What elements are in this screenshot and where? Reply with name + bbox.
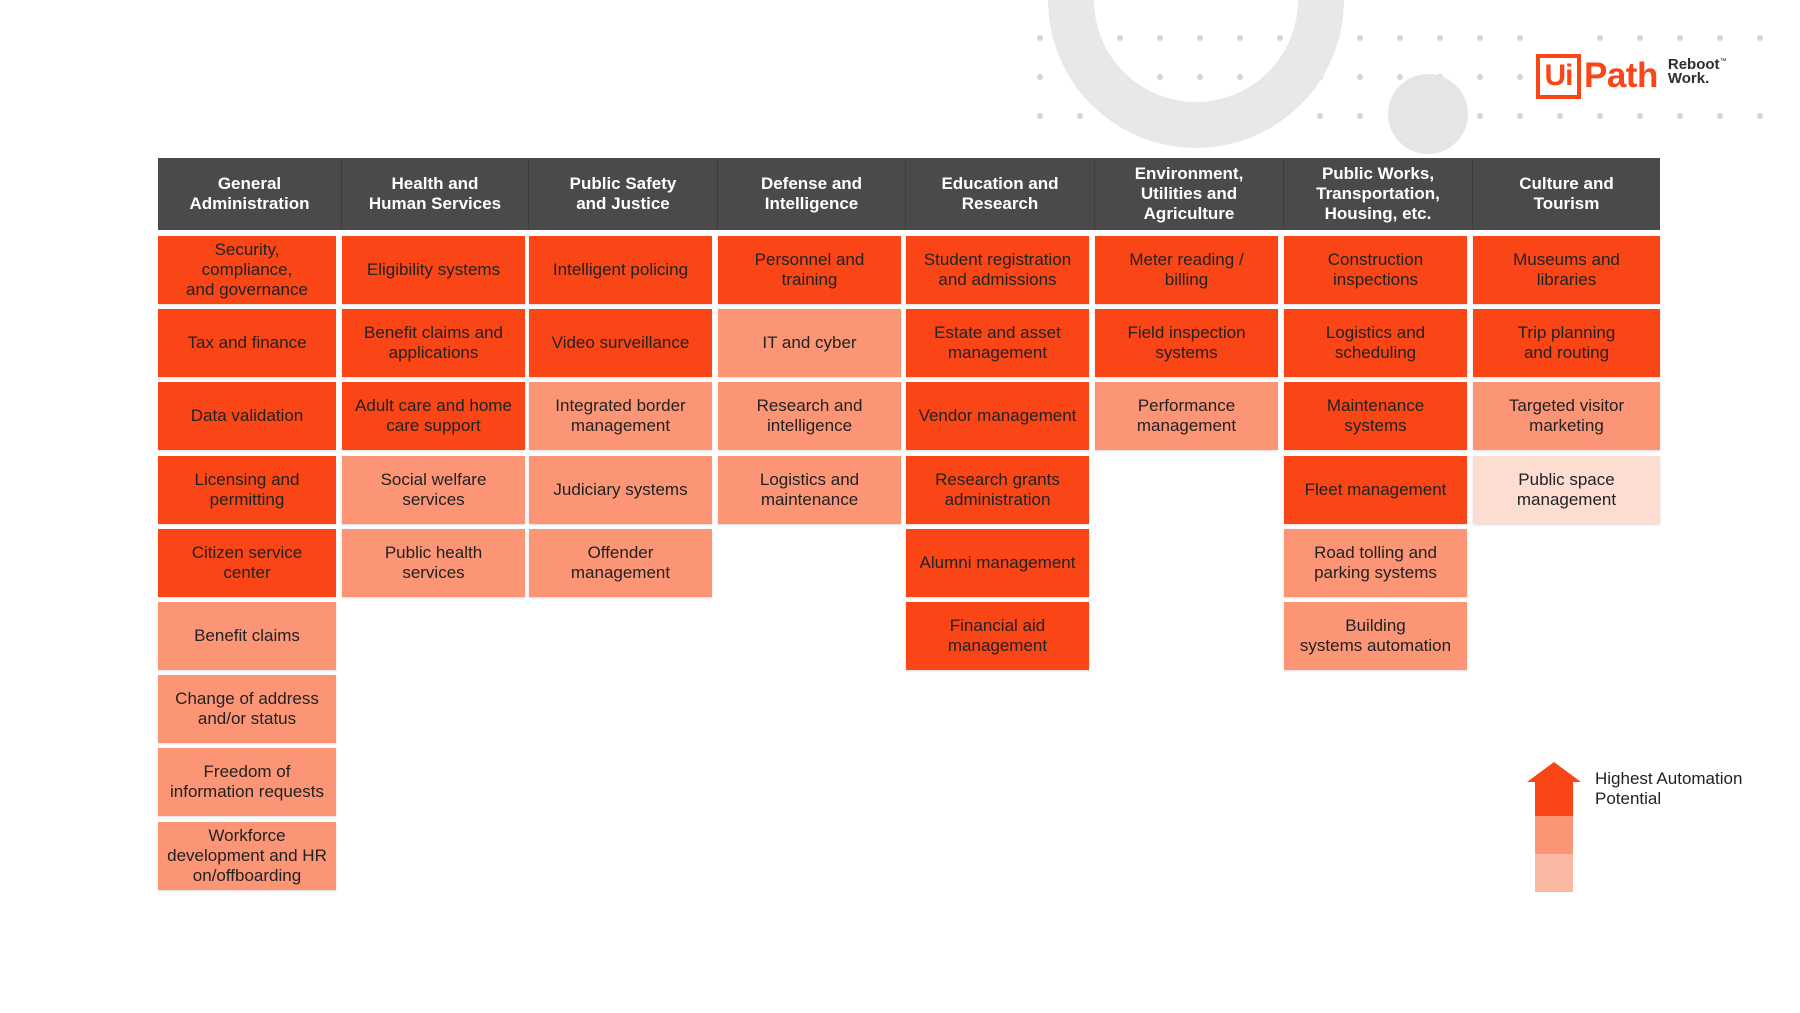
process-cell: Eligibility systems bbox=[342, 236, 525, 304]
process-cell: Licensing and permitting bbox=[158, 456, 336, 524]
process-cell: Construction inspections bbox=[1284, 236, 1467, 304]
column-header: Education and Research bbox=[906, 158, 1095, 230]
process-cell: Personnel and training bbox=[718, 236, 901, 304]
process-cell: IT and cyber bbox=[718, 309, 901, 377]
process-cell: Meter reading / billing bbox=[1095, 236, 1278, 304]
process-cell: Adult care and home care support bbox=[342, 382, 525, 450]
column-header: Health and Human Services bbox=[342, 158, 529, 230]
automation-arrow-icon bbox=[1527, 762, 1581, 892]
process-cell: Integrated border management bbox=[529, 382, 712, 450]
column-header: Public Safety and Justice bbox=[529, 158, 718, 230]
column-header: Defense and Intelligence bbox=[718, 158, 906, 230]
logo-word: Path bbox=[1584, 56, 1658, 95]
process-cell: Security, compliance, and governance bbox=[158, 236, 336, 304]
process-cell: Intelligent policing bbox=[529, 236, 712, 304]
process-cell: Tax and finance bbox=[158, 309, 336, 377]
process-cell: Targeted visitor marketing bbox=[1473, 382, 1660, 450]
process-cell: Public space management bbox=[1473, 456, 1660, 524]
column-header: Culture and Tourism bbox=[1519, 174, 1614, 213]
process-cell: Alumni management bbox=[906, 529, 1089, 597]
logo-tagline: Reboot™ Work. bbox=[1668, 55, 1727, 86]
logo-mark: Ui bbox=[1536, 53, 1581, 99]
process-cell: Vendor management bbox=[906, 382, 1089, 450]
process-cell: Financial aid management bbox=[906, 602, 1089, 670]
process-cell: Fleet management bbox=[1284, 456, 1467, 524]
process-cell: Offender management bbox=[529, 529, 712, 597]
uipath-logo: Ui Path Reboot™ Work. bbox=[1536, 50, 1727, 102]
column-header-bar: General Administration Health and Human S… bbox=[158, 158, 1660, 230]
process-cell: Social welfare services bbox=[342, 456, 525, 524]
column-header: Public Works, Transportation, Housing, e… bbox=[1284, 158, 1473, 230]
process-cell: Benefit claims bbox=[158, 602, 336, 670]
process-cell: Performance management bbox=[1095, 382, 1278, 450]
tagline-line-1: Reboot bbox=[1667, 55, 1720, 73]
process-cell: Public health services bbox=[342, 529, 525, 597]
column-header: General Administration bbox=[158, 158, 342, 230]
process-cell: Data validation bbox=[158, 382, 336, 450]
column-header: Environment, Utilities and Agriculture bbox=[1095, 158, 1284, 230]
legend-label: Highest Automation Potential bbox=[1595, 769, 1743, 808]
process-cell: Research and intelligence bbox=[718, 382, 901, 450]
process-cell: Benefit claims and applications bbox=[342, 309, 525, 377]
process-cell: Museums and libraries bbox=[1473, 236, 1660, 304]
process-cell: Estate and asset management bbox=[906, 309, 1089, 377]
process-cell: Road tolling and parking systems bbox=[1284, 529, 1467, 597]
process-cell: Change of address and/or status bbox=[158, 675, 336, 743]
process-cell: Video surveillance bbox=[529, 309, 712, 377]
process-cell: Building systems automation bbox=[1284, 602, 1467, 670]
process-cell: Maintenance systems bbox=[1284, 382, 1467, 450]
process-cell: Logistics and maintenance bbox=[718, 456, 901, 524]
process-cell: Trip planning and routing bbox=[1473, 309, 1660, 377]
process-cell: Judiciary systems bbox=[529, 456, 712, 524]
process-cell: Logistics and scheduling bbox=[1284, 309, 1467, 377]
trademark-symbol: ™ bbox=[1719, 57, 1727, 65]
tagline-line-2: Work. bbox=[1667, 69, 1710, 87]
process-cell: Student registration and admissions bbox=[906, 236, 1089, 304]
process-cell: Field inspection systems bbox=[1095, 309, 1278, 377]
process-cell: Research grants administration bbox=[906, 456, 1089, 524]
process-cell: Workforce development and HR on/offboard… bbox=[158, 822, 336, 890]
process-cell: Freedom of information requests bbox=[158, 748, 336, 816]
process-cell: Citizen service center bbox=[158, 529, 336, 597]
